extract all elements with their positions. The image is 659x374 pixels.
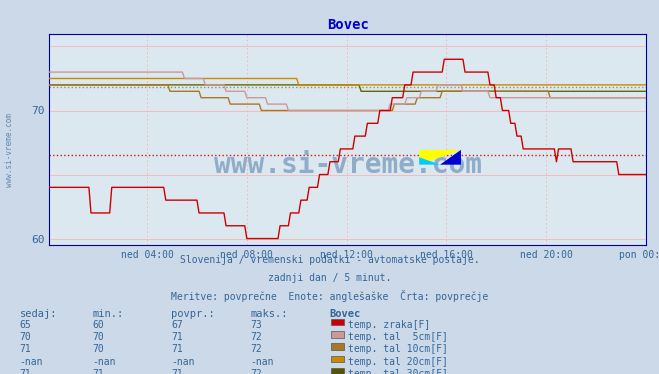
Text: 60: 60: [92, 320, 104, 330]
Text: 73: 73: [250, 320, 262, 330]
Text: 71: 71: [20, 344, 32, 355]
Text: temp. zraka[F]: temp. zraka[F]: [348, 320, 430, 330]
Text: 71: 71: [171, 369, 183, 374]
Polygon shape: [419, 157, 440, 165]
Text: 70: 70: [92, 332, 104, 342]
Polygon shape: [440, 150, 461, 165]
Text: temp. tal  5cm[F]: temp. tal 5cm[F]: [348, 332, 448, 342]
Text: temp. tal 20cm[F]: temp. tal 20cm[F]: [348, 357, 448, 367]
Text: -nan: -nan: [92, 357, 116, 367]
Title: Bovec: Bovec: [327, 18, 368, 33]
Text: 67: 67: [171, 320, 183, 330]
Text: Meritve: povprečne  Enote: anglešaške  Črta: povprečje: Meritve: povprečne Enote: anglešaške Črt…: [171, 290, 488, 302]
Text: 71: 71: [92, 369, 104, 374]
Text: temp. tal 10cm[F]: temp. tal 10cm[F]: [348, 344, 448, 355]
Text: -nan: -nan: [250, 357, 274, 367]
Text: 70: 70: [92, 344, 104, 355]
Text: Bovec: Bovec: [330, 309, 360, 319]
Text: Slovenija / vremenski podatki - avtomatske postaje.: Slovenija / vremenski podatki - avtomats…: [180, 255, 479, 265]
Text: www.si-vreme.com: www.si-vreme.com: [5, 113, 14, 187]
Text: 71: 71: [171, 344, 183, 355]
Text: min.:: min.:: [92, 309, 123, 319]
Text: 71: 71: [171, 332, 183, 342]
Text: www.si-vreme.com: www.si-vreme.com: [214, 151, 482, 179]
Text: 71: 71: [20, 369, 32, 374]
Text: 72: 72: [250, 344, 262, 355]
Text: -nan: -nan: [171, 357, 195, 367]
Text: 65: 65: [20, 320, 32, 330]
Text: 72: 72: [250, 369, 262, 374]
Text: povpr.:: povpr.:: [171, 309, 215, 319]
Text: 70: 70: [20, 332, 32, 342]
Polygon shape: [419, 150, 461, 165]
Text: -nan: -nan: [20, 357, 43, 367]
Text: zadnji dan / 5 minut.: zadnji dan / 5 minut.: [268, 273, 391, 283]
Text: maks.:: maks.:: [250, 309, 288, 319]
Text: temp. tal 30cm[F]: temp. tal 30cm[F]: [348, 369, 448, 374]
Text: sedaj:: sedaj:: [20, 309, 57, 319]
Text: 72: 72: [250, 332, 262, 342]
